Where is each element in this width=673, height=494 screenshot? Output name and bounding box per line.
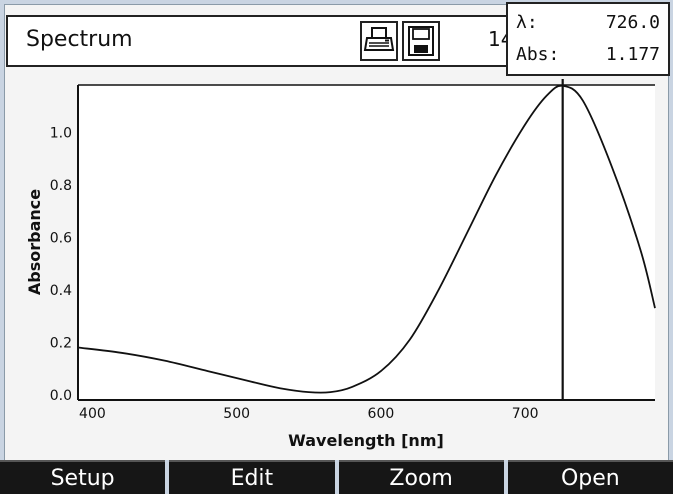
spectrum-chart[interactable]: 400 500 600 700 0.0 0.2 0.4 0.6 0.8 1.0 Wavelengt… (0, 0, 673, 460)
softkey-bar: Setup Edit Zoom Open (0, 460, 673, 494)
y-tick-label: 0.4 (50, 283, 72, 299)
x-tick-label: 400 (79, 406, 106, 422)
spectrum-line (77, 84, 656, 394)
open-button[interactable]: Open (507, 460, 673, 494)
cursor-readout: λ: 726.0 Abs: 1.177 (506, 2, 670, 76)
wavelength-row: λ: 726.0 (516, 12, 660, 38)
wavelength-label: λ: (516, 12, 538, 33)
x-tick-label: 600 (368, 406, 395, 422)
wavelength-value: 726.0 (605, 12, 660, 33)
floppy-disk-icon (408, 26, 434, 56)
y-tick-label: 0.8 (50, 178, 72, 194)
y-axis-label: Absorbance (25, 189, 44, 295)
y-tick-label: 0.6 (50, 230, 72, 246)
y-tick-label: 0.2 (50, 335, 72, 351)
edit-button[interactable]: Edit (169, 460, 335, 494)
absorbance-label: Abs: (516, 44, 560, 65)
y-tick-label: 0.0 (50, 388, 72, 404)
absorbance-row: Abs: 1.177 (516, 44, 660, 70)
x-axis-label: Wavelength [nm] (288, 431, 444, 450)
plot-area (78, 85, 655, 400)
print-button[interactable] (360, 21, 398, 61)
setup-button[interactable]: Setup (0, 460, 166, 494)
x-tick-label: 700 (512, 406, 539, 422)
ticks-layer: 400 500 600 700 0.0 0.2 0.4 0.6 0.8 1.0 (50, 125, 539, 422)
axes-layer (77, 84, 655, 401)
page-title: Spectrum (26, 27, 133, 52)
y-tick-label: 1.0 (50, 125, 72, 141)
save-button[interactable] (402, 21, 440, 61)
zoom-button[interactable]: Zoom (338, 460, 504, 494)
absorbance-value: 1.177 (605, 44, 660, 65)
x-tick-label: 500 (223, 406, 250, 422)
curve-layer (77, 84, 656, 394)
printer-icon (363, 27, 395, 51)
